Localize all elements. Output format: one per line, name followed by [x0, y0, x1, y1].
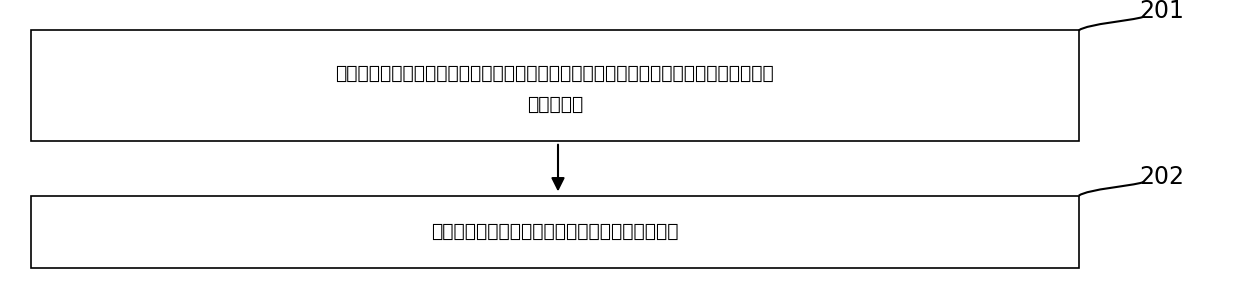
FancyBboxPatch shape: [31, 196, 1079, 268]
Text: 刺激控制器: 刺激控制器: [527, 95, 583, 114]
FancyBboxPatch shape: [31, 30, 1079, 141]
Text: 201: 201: [1140, 0, 1184, 23]
Text: 202: 202: [1140, 165, 1184, 189]
Text: 控制终端接收肌肉电刺激的输入指令，根据输入指令生成肌肉电刺激控制指令并发送至电: 控制终端接收肌肉电刺激的输入指令，根据输入指令生成肌肉电刺激控制指令并发送至电: [336, 64, 774, 83]
Text: 将肌肉电刺激控制指令的内容以视听内容进行展现: 将肌肉电刺激控制指令的内容以视听内容进行展现: [432, 222, 678, 241]
